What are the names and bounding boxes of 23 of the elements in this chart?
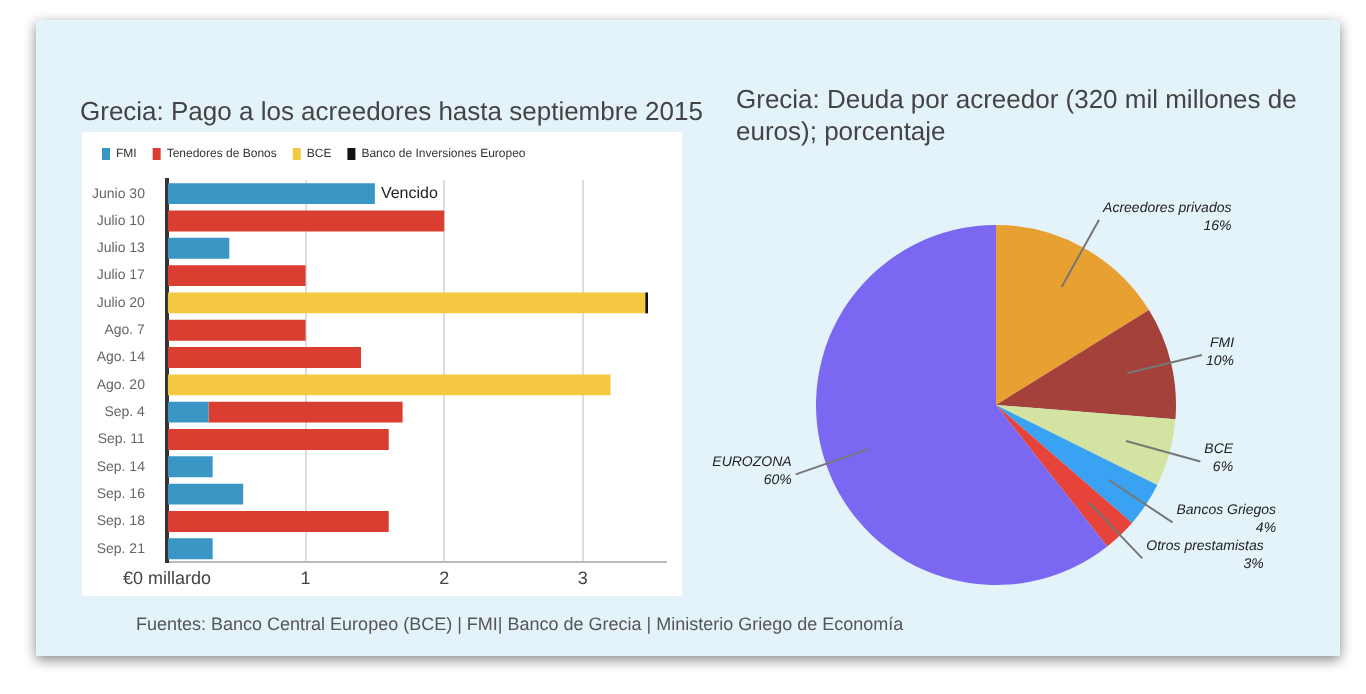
bar — [167, 347, 362, 368]
bar — [208, 401, 403, 423]
bar — [167, 483, 244, 505]
x-tick-label: 3 — [577, 568, 588, 589]
bar — [167, 292, 646, 314]
chart-title: Grecia: Pago a los acreedores hasta septiembre 2015 — [80, 96, 705, 128]
bar — [167, 237, 230, 259]
bar — [167, 429, 389, 450]
bar — [167, 265, 306, 287]
x-tick-label: 2 — [439, 568, 450, 589]
bar — [167, 456, 213, 478]
bar — [167, 374, 611, 396]
annotation: Vencido — [380, 184, 439, 203]
source-note: Fuentes: Banco Central Europeo (BCE) | FMI| Banco de Grecia | Ministerio Griego de Economía — [136, 614, 904, 634]
bar — [167, 538, 213, 560]
chart-title: Grecia: Deuda por acreedor (320 mil millones de euros); porcentaje — [736, 84, 1299, 148]
bar — [167, 510, 389, 532]
bar — [167, 401, 209, 423]
bar — [167, 319, 306, 341]
bar — [167, 210, 445, 232]
bar — [167, 183, 375, 205]
x-tick-label: €0 millardo — [122, 568, 211, 589]
x-tick-label: 1 — [300, 568, 311, 589]
